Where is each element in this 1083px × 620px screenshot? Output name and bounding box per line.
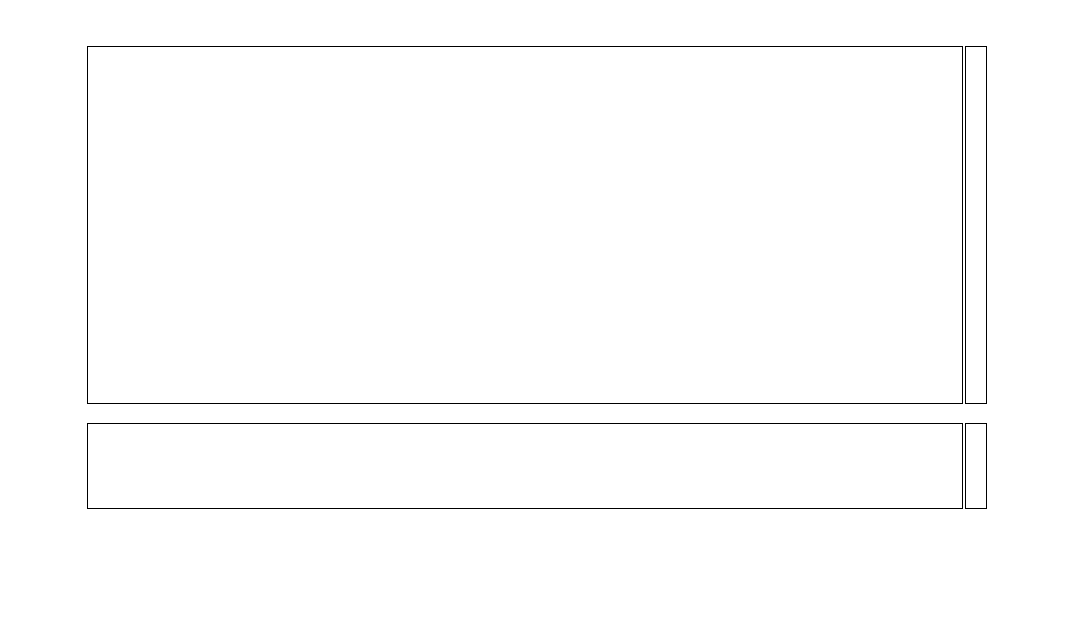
lfc-colorbar bbox=[966, 424, 986, 508]
sfc-colorbar bbox=[966, 47, 986, 403]
lfc-spectrogram-canvas bbox=[88, 424, 962, 508]
sfc-spectrogram-canvas bbox=[88, 47, 962, 403]
